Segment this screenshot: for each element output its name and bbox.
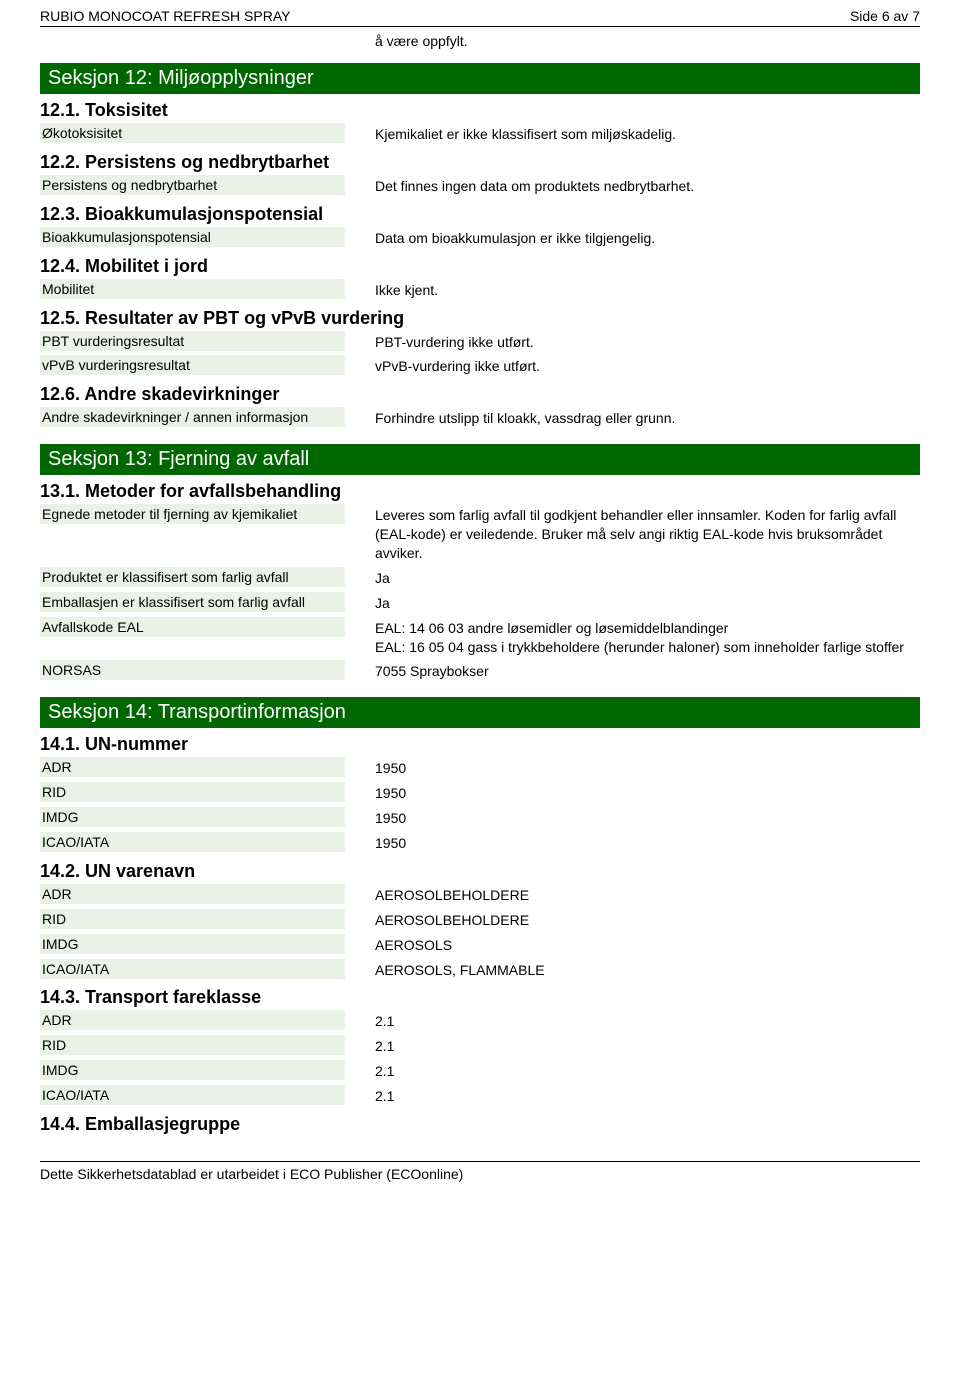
row-rid-class: RID 2.1 bbox=[40, 1035, 920, 1058]
label: RID bbox=[40, 909, 345, 929]
value: Kjemikaliet er ikke klassifisert som mil… bbox=[345, 123, 920, 146]
row-adr-class: ADR 2.1 bbox=[40, 1010, 920, 1033]
heading-12-5: 12.5. Resultater av PBT og vPvB vurderin… bbox=[40, 306, 920, 331]
heading-12-6: 12.6. Andre skadevirkninger bbox=[40, 382, 920, 407]
heading-12-1: 12.1. Toksisitet bbox=[40, 98, 920, 123]
row-produkt-farlig: Produktet er klassifisert som farlig avf… bbox=[40, 567, 920, 590]
value: Det finnes ingen data om produktets nedb… bbox=[345, 175, 920, 198]
label: Mobilitet bbox=[40, 279, 345, 299]
value: 1950 bbox=[345, 807, 920, 830]
label: Emballasjen er klassifisert som farlig a… bbox=[40, 592, 345, 612]
heading-14-2: 14.2. UN varenavn bbox=[40, 859, 920, 884]
row-persistens: Persistens og nedbrytbarhet Det finnes i… bbox=[40, 175, 920, 198]
heading-14-4: 14.4. Emballasjegruppe bbox=[40, 1112, 920, 1137]
label: RID bbox=[40, 782, 345, 802]
value: PBT-vurdering ikke utført. bbox=[345, 331, 920, 354]
section-13-bar: Seksjon 13: Fjerning av avfall bbox=[40, 444, 920, 475]
row-bioakkumulering: Bioakkumulasjonspotensial Data om bioakk… bbox=[40, 227, 920, 250]
row-rid-name: RID AEROSOLBEHOLDERE bbox=[40, 909, 920, 932]
label: Andre skadevirkninger / annen informasjo… bbox=[40, 407, 345, 427]
value: Ja bbox=[345, 567, 920, 590]
value: Data om bioakkumulasjon er ikke tilgjeng… bbox=[345, 227, 920, 250]
value: Leveres som farlig avfall til godkjent b… bbox=[345, 504, 920, 565]
label: ADR bbox=[40, 1010, 345, 1030]
row-vpvb: vPvB vurderingsresultat vPvB-vurdering i… bbox=[40, 355, 920, 378]
row-imdg-name: IMDG AEROSOLS bbox=[40, 934, 920, 957]
row-imdg-class: IMDG 2.1 bbox=[40, 1060, 920, 1083]
row-okotoksisitet: Økotoksisitet Kjemikaliet er ikke klassi… bbox=[40, 123, 920, 146]
label: ADR bbox=[40, 757, 345, 777]
heading-12-3: 12.3. Bioakkumulasjonspotensial bbox=[40, 202, 920, 227]
label: Avfallskode EAL bbox=[40, 617, 345, 637]
heading-14-3: 14.3. Transport fareklasse bbox=[40, 985, 920, 1010]
heading-13-1: 13.1. Metoder for avfallsbehandling bbox=[40, 479, 920, 504]
label: RID bbox=[40, 1035, 345, 1055]
label: IMDG bbox=[40, 934, 345, 954]
row-imdg-un: IMDG 1950 bbox=[40, 807, 920, 830]
value: AEROSOLS bbox=[345, 934, 920, 957]
value: Forhindre utslipp til kloakk, vassdrag e… bbox=[345, 407, 920, 430]
value: Ja bbox=[345, 592, 920, 615]
value: EAL: 14 06 03 andre løsemidler og løsemi… bbox=[345, 617, 920, 659]
label: vPvB vurderingsresultat bbox=[40, 355, 345, 375]
row-egnede-metoder: Egnede metoder til fjerning av kjemikali… bbox=[40, 504, 920, 565]
value: vPvB-vurdering ikke utført. bbox=[345, 355, 920, 378]
row-mobilitet: Mobilitet Ikke kjent. bbox=[40, 279, 920, 302]
heading-14-1: 14.1. UN-nummer bbox=[40, 732, 920, 757]
value: Ikke kjent. bbox=[345, 279, 920, 302]
section-12-bar: Seksjon 12: Miljøopplysninger bbox=[40, 63, 920, 94]
label: NORSAS bbox=[40, 660, 345, 680]
row-andre-skadevirkninger: Andre skadevirkninger / annen informasjo… bbox=[40, 407, 920, 430]
label: Produktet er klassifisert som farlig avf… bbox=[40, 567, 345, 587]
value: 7055 Spraybokser bbox=[345, 660, 920, 683]
value: 2.1 bbox=[345, 1060, 920, 1083]
continuation-note: å være oppfylt. bbox=[40, 33, 920, 49]
row-pbt: PBT vurderingsresultat PBT-vurdering ikk… bbox=[40, 331, 920, 354]
value: 1950 bbox=[345, 782, 920, 805]
label: ICAO/IATA bbox=[40, 1085, 345, 1105]
heading-12-2: 12.2. Persistens og nedbrytbarhet bbox=[40, 150, 920, 175]
page-footer: Dette Sikkerhetsdatablad er utarbeidet i… bbox=[40, 1161, 920, 1182]
value: 1950 bbox=[345, 832, 920, 855]
label: IMDG bbox=[40, 807, 345, 827]
value: 2.1 bbox=[345, 1085, 920, 1108]
row-rid-un: RID 1950 bbox=[40, 782, 920, 805]
value: 2.1 bbox=[345, 1010, 920, 1033]
row-icao-un: ICAO/IATA 1950 bbox=[40, 832, 920, 855]
label: Økotoksisitet bbox=[40, 123, 345, 143]
value: AEROSOLBEHOLDERE bbox=[345, 884, 920, 907]
row-norsas: NORSAS 7055 Spraybokser bbox=[40, 660, 920, 683]
row-adr-name: ADR AEROSOLBEHOLDERE bbox=[40, 884, 920, 907]
page-header: RUBIO MONOCOAT REFRESH SPRAY Side 6 av 7 bbox=[40, 8, 920, 27]
row-emballasje-farlig: Emballasjen er klassifisert som farlig a… bbox=[40, 592, 920, 615]
doc-title: RUBIO MONOCOAT REFRESH SPRAY bbox=[40, 8, 290, 24]
row-icao-name: ICAO/IATA AEROSOLS, FLAMMABLE bbox=[40, 959, 920, 982]
label: PBT vurderingsresultat bbox=[40, 331, 345, 351]
label: ICAO/IATA bbox=[40, 959, 345, 979]
value: AEROSOLBEHOLDERE bbox=[345, 909, 920, 932]
label: IMDG bbox=[40, 1060, 345, 1080]
value: 1950 bbox=[345, 757, 920, 780]
section-14-bar: Seksjon 14: Transportinformasjon bbox=[40, 697, 920, 728]
label: Bioakkumulasjonspotensial bbox=[40, 227, 345, 247]
row-adr-un: ADR 1950 bbox=[40, 757, 920, 780]
row-avfallskode-eal: Avfallskode EAL EAL: 14 06 03 andre løse… bbox=[40, 617, 920, 659]
heading-12-4: 12.4. Mobilitet i jord bbox=[40, 254, 920, 279]
value: 2.1 bbox=[345, 1035, 920, 1058]
label: Persistens og nedbrytbarhet bbox=[40, 175, 345, 195]
label: ADR bbox=[40, 884, 345, 904]
page-number: Side 6 av 7 bbox=[850, 8, 920, 24]
label: Egnede metoder til fjerning av kjemikali… bbox=[40, 504, 345, 524]
value: AEROSOLS, FLAMMABLE bbox=[345, 959, 920, 982]
label: ICAO/IATA bbox=[40, 832, 345, 852]
row-icao-class: ICAO/IATA 2.1 bbox=[40, 1085, 920, 1108]
